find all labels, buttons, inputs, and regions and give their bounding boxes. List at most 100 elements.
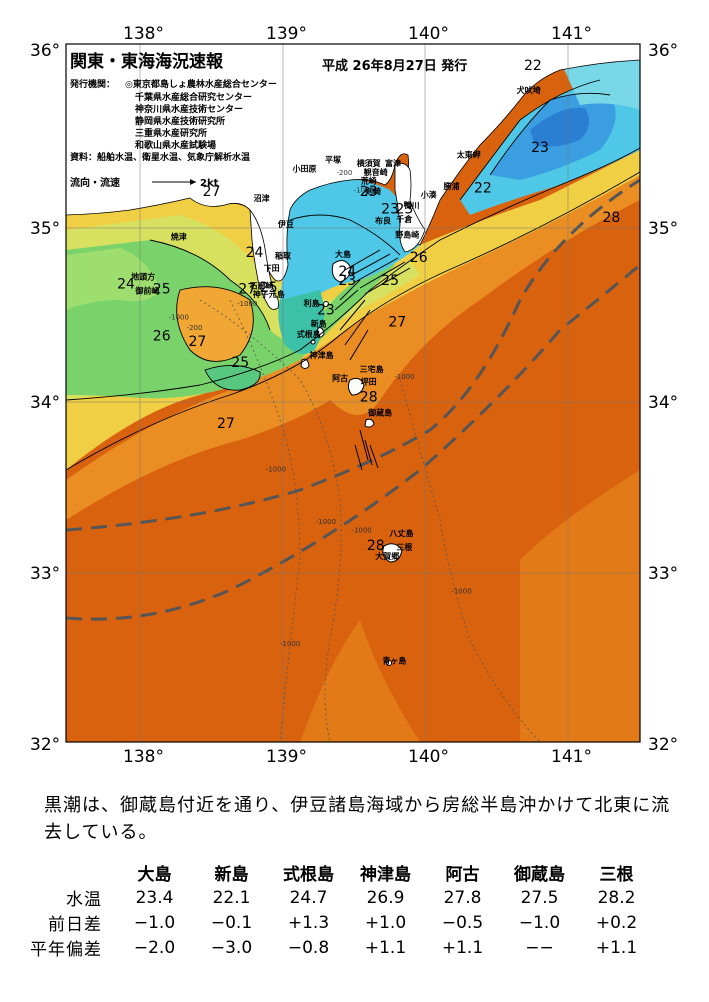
lon-label-bottom-141: 141° [551,747,592,767]
isotherm-label-8: 26 [410,250,428,266]
isotherm-label-15: 23 [338,273,356,289]
place-label-13: 平塚 [325,155,341,165]
isotherm-label-9: 24 [246,245,264,261]
lon-label-bottom-138: 138° [123,747,164,767]
place-label-33: 八丈島 [389,528,414,538]
land-izu [249,208,279,310]
place-label-3: 小湊 [420,190,438,200]
isotherm-label-1: 23 [531,140,549,156]
isotherm-label-19: 26 [153,329,171,345]
place-label-23: 地頭方 [131,272,155,282]
agency-6: 和歌山県水産試験場 [134,139,216,151]
place-label-14: 小田原 [292,163,317,173]
isotherm-label-17: 23 [317,303,335,319]
depth-label-4: -1000 [237,300,257,308]
place-label-15: 伊豆 [277,219,294,229]
teal-izu [278,290,324,354]
lon-label-bottom-140: 140° [408,747,449,767]
graticule [66,44,640,742]
warm-patch-east [520,470,640,742]
isotherm-label-16: 25 [381,273,399,289]
island-oshima [331,260,351,283]
lat-label-right-35: 35° [648,219,678,239]
lon-label-top-140: 140° [408,24,449,44]
place-label-34: 三根 [396,542,412,552]
land-honshu [66,44,640,282]
place-label-5: 千倉 [396,214,413,224]
issue-date: 平成 26年8月27日 発行 [322,58,467,74]
place-label-4: 鴨川 [404,200,420,210]
place-label-36: 青ヶ島 [382,656,406,666]
place-label-24: 御前崎 [134,286,159,296]
place-label-35: 大賀郷 [375,551,399,561]
place-label-27: 式根島 [297,329,321,339]
depth-label-9: -1000 [280,640,300,648]
place-label-11: 剣崎 [364,186,381,196]
island-hachijojima [382,543,403,563]
agency-2: 千葉県水産総合研究センター [135,91,252,103]
place-label-2: 勝浦 [444,181,460,191]
table-row: 水温 23.4 22.1 24.7 26.9 27.8 27.5 28.2 [30,885,655,911]
place-label-12: 横須賀 [357,158,381,168]
col-kozushima: 神津島 [360,865,411,885]
place-label-31: 坪田 [361,376,377,386]
table-row: 平年偏差 −2.0 −3.0 −0.8 +1.1 +1.1 −− +1.1 [30,935,655,961]
island-toshima [323,301,329,307]
map-frame [65,43,641,743]
deep-blue-boso [530,107,589,147]
lightblue-east [560,60,640,110]
isotherm-label-0: 22 [524,58,542,74]
isotherm-label-21: 25 [231,355,249,371]
place-label-26: 新島 [311,319,327,329]
depth-label-2: -1000 [169,314,189,322]
place-label-8: 富津 [385,158,401,168]
lat-label-left-36: 36° [30,41,60,61]
col-mitsune: 三根 [599,865,634,885]
agencies-label: 発行機関： [69,78,115,90]
isotherm-label-20: 27 [188,334,206,350]
isotherm-label-5: 23 [360,184,378,200]
isotherm-label-12: 25 [153,282,171,298]
legend-flow-label: 流向・流速 [70,176,120,189]
orange-band [66,170,640,520]
legend-arrow-head [190,179,196,185]
table-header-row: 大島 新島 式根島 神津島 阿古 御蔵島 三根 [30,860,655,885]
place-label-20: 下田 [264,264,280,273]
isotherm-label-2: 22 [474,180,492,196]
place-label-22: 神子元島 [253,289,285,299]
depth-labels: -200 -100 -1000 -200 -1000 -1000 -1000 -1000 -10… [169,169,472,648]
agency-4: 静岡県水産技術研究所 [135,115,225,127]
place-label-1: 太東岬 [456,149,481,159]
lon-label-top-138: 138° [123,24,164,44]
isotherm-label-3: 28 [602,210,620,226]
warm-patch-south [300,620,420,742]
place-label-28: 神津島 [310,350,334,360]
agency-3: 神奈川県水産技術センター [135,103,243,115]
col-shikinejima: 式根島 [283,865,334,885]
map-title: 関東・東海海況速報 [70,51,224,72]
island-aogashima [386,660,392,666]
kuroshio-axis-north [66,178,640,532]
place-label-17: 焼津 [171,231,187,241]
cyan-sagami [280,178,420,310]
isotherm-label-22: 28 [360,390,378,406]
island-temperature-table: 大島 新島 式根島 神津島 阿古 御蔵島 三根 水温 23.4 22.1 24.… [30,860,655,960]
col-mikurajima: 御蔵島 [514,865,565,885]
place-label-16: 沼津 [254,193,270,203]
data-sources: 資料：船舶水温、衛星水温、気象庁解析水温 [70,151,250,163]
isotherm-label-6: 23 [381,201,399,217]
isotherm-label-4: 27 [203,184,221,200]
lat-label-right-36: 36° [648,41,678,61]
place-label-29: 三宅島 [360,364,384,374]
isotherm-label-10: 24 [338,264,356,280]
lat-label-left-35: 35° [30,219,60,239]
isotherm-label-24: 28 [367,538,385,554]
lon-label-top-141: 141° [551,24,592,44]
isotherm-label-7: 23 [395,201,413,217]
col-oshima: 大島 [137,865,172,885]
green-west [66,248,160,310]
place-label-18: 大島 [335,249,351,259]
lat-label-left-34: 34° [30,393,60,413]
